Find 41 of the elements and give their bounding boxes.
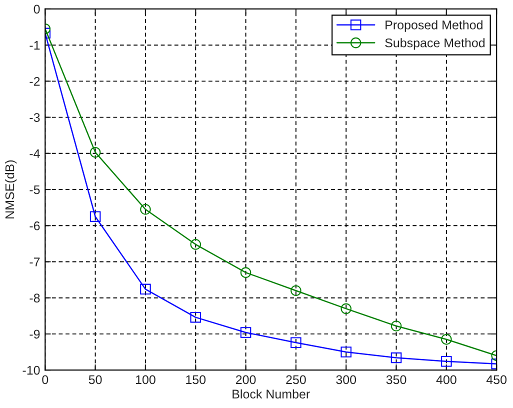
point — [390, 352, 402, 364]
y-tick-label: -6 — [30, 221, 40, 230]
point — [90, 146, 101, 158]
y-tick-label: -10 — [22, 366, 40, 375]
point — [290, 337, 302, 348]
y-tick-label: 0 — [34, 4, 40, 14]
point — [190, 239, 202, 250]
x-tick-label: 200 — [236, 375, 256, 384]
point — [290, 285, 302, 296]
y-tick-label: -1 — [30, 41, 40, 50]
y-tick-label: -9 — [30, 330, 40, 339]
point — [340, 303, 352, 314]
legend-label: Subspace Method — [385, 38, 485, 50]
y-axis-title: NMSE(dB) — [5, 160, 17, 218]
x-tick-label: 50 — [88, 375, 102, 384]
legend-label: Proposed Method — [386, 20, 482, 32]
y-tick-label: -7 — [30, 258, 40, 266]
point — [90, 211, 101, 222]
y-tick-label: -3 — [30, 113, 40, 122]
point — [140, 284, 151, 295]
x-axis-title: Block Number — [232, 389, 310, 399]
point — [190, 312, 202, 323]
y-tick-label: -5 — [30, 185, 40, 194]
point — [441, 334, 452, 345]
point — [140, 204, 151, 215]
y-tick-label: -4 — [30, 149, 40, 158]
x-tick-label: 150 — [186, 375, 206, 384]
x-tick-label: 450 — [486, 375, 507, 384]
x-tick-label: 400 — [436, 375, 456, 384]
point — [240, 327, 252, 338]
y-tick-label: -2 — [30, 76, 40, 86]
point — [340, 346, 352, 358]
point — [390, 320, 402, 332]
x-tick-label: 100 — [136, 375, 156, 384]
x-tick-label: 0 — [42, 375, 48, 384]
point — [441, 356, 452, 367]
x-tick-label: 300 — [336, 375, 356, 384]
x-tick-label: 250 — [286, 375, 306, 384]
point — [240, 267, 252, 278]
x-tick-label: 350 — [386, 375, 406, 384]
y-tick-label: -8 — [30, 294, 40, 302]
